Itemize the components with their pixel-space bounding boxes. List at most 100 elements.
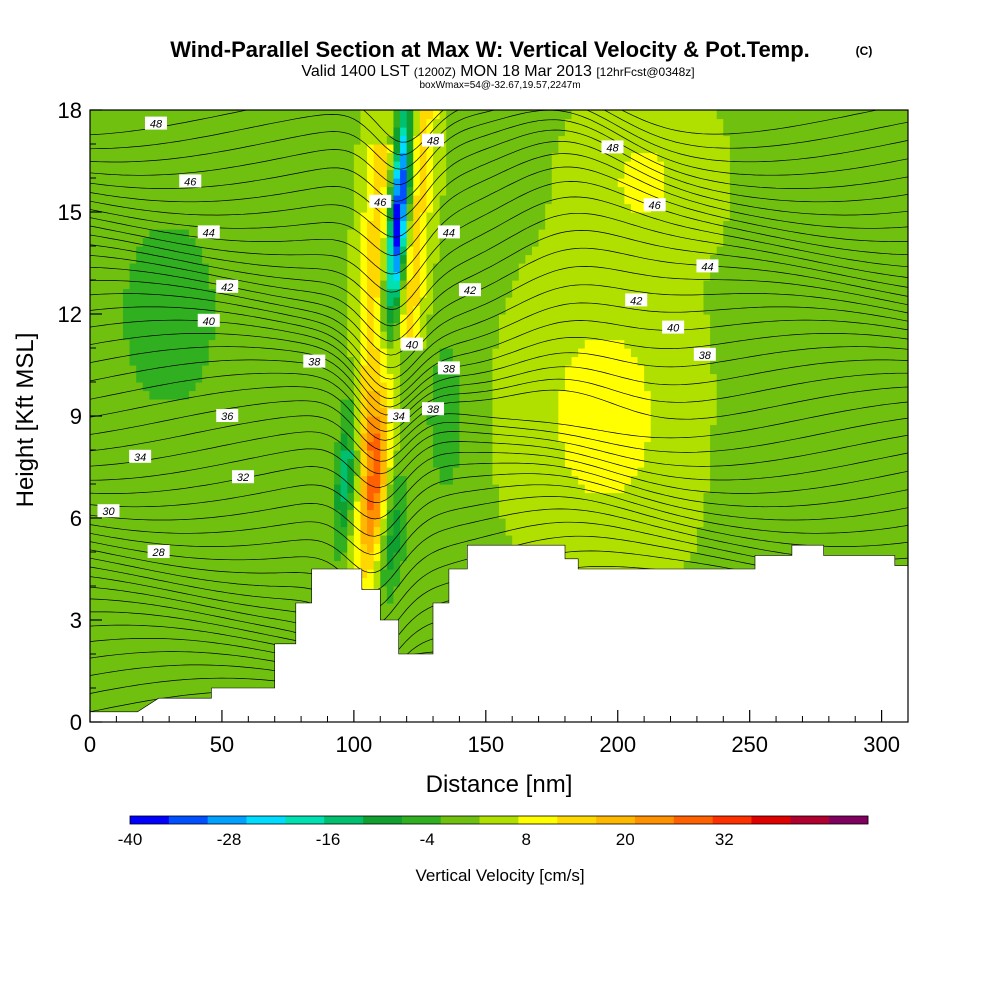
field-cell: [446, 152, 454, 162]
field-cell: [307, 526, 315, 536]
field-cell: [406, 603, 414, 613]
field-cell: [492, 203, 500, 213]
field-cell: [367, 229, 375, 239]
field-cell: [347, 526, 355, 536]
field-cell: [360, 382, 368, 392]
field-cell: [202, 467, 210, 477]
field-cell: [433, 382, 441, 392]
field-cell: [215, 399, 223, 409]
field-cell: [208, 679, 216, 689]
field-cell: [505, 509, 513, 519]
field-cell: [155, 603, 164, 613]
field-cell: [472, 263, 480, 273]
field-cell: [492, 135, 500, 145]
field-cell: [353, 220, 362, 230]
field-cell: [433, 458, 441, 468]
field-cell: [518, 297, 526, 307]
field-cell: [479, 161, 487, 171]
field-cell: [208, 475, 216, 485]
field-cell: [169, 161, 177, 171]
field-cell: [439, 467, 447, 477]
field-cell: [241, 348, 249, 358]
field-cell: [235, 552, 243, 562]
field-cell: [466, 237, 474, 247]
field-cell: [538, 373, 546, 383]
field-cell: [307, 203, 315, 213]
field-cell: [360, 178, 368, 188]
field-cell: [479, 424, 487, 434]
field-cell: [274, 390, 282, 400]
field-cell: [518, 331, 526, 341]
field-cell: [320, 314, 329, 324]
field-cell: [202, 331, 210, 341]
field-cell: [472, 416, 480, 426]
field-cell: [90, 416, 98, 426]
field-cell: [518, 322, 526, 332]
field-cell: [155, 560, 164, 570]
field-cell: [142, 135, 150, 145]
field-cell: [413, 237, 421, 247]
field-cell: [155, 356, 164, 366]
field-cell: [182, 441, 190, 451]
field-cell: [109, 560, 117, 570]
field-cell: [136, 390, 144, 400]
field-cell: [142, 637, 150, 647]
field-cell: [380, 441, 388, 451]
field-cell: [96, 433, 104, 443]
field-cell: [215, 339, 223, 349]
field-cell: [129, 586, 137, 596]
field-cell: [274, 331, 282, 341]
field-cell: [413, 356, 421, 366]
field-cell: [360, 475, 368, 485]
field-cell: [426, 390, 434, 400]
field-cell: [479, 314, 487, 324]
field-cell: [248, 654, 256, 664]
field-cell: [538, 450, 546, 460]
field-cell: [228, 577, 236, 587]
field-cell: [327, 297, 335, 307]
field-cell: [367, 220, 375, 230]
field-cell: [162, 144, 170, 154]
field-cell: [340, 356, 348, 366]
field-cell: [373, 331, 381, 341]
field-cell: [538, 356, 546, 366]
field-cell: [459, 407, 467, 417]
field-cell: [386, 501, 395, 511]
field-cell: [466, 518, 474, 528]
field-cell: [109, 705, 117, 715]
field-cell: [452, 178, 461, 188]
field-cell: [162, 458, 170, 468]
field-cell: [386, 441, 395, 451]
field-cell: [215, 552, 223, 562]
field-cell: [221, 671, 230, 681]
field-cell: [109, 475, 117, 485]
field-cell: [334, 356, 342, 366]
field-cell: [353, 526, 362, 536]
field-cell: [314, 467, 322, 477]
field-cell: [531, 305, 540, 315]
field-cell: [367, 314, 375, 324]
field-cell: [248, 458, 256, 468]
field-cell: [215, 645, 223, 655]
field-cell: [228, 458, 236, 468]
field-cell: [228, 603, 236, 613]
field-cell: [90, 169, 98, 179]
field-cell: [466, 331, 474, 341]
field-cell: [301, 271, 309, 281]
field-cell: [281, 390, 289, 400]
field-cell: [274, 492, 282, 502]
field-cell: [116, 467, 124, 477]
field-cell: [340, 348, 348, 358]
field-cell: [182, 654, 190, 664]
field-cell: [472, 212, 480, 222]
field-cell: [96, 696, 104, 706]
field-cell: [360, 433, 368, 443]
field-cell: [314, 390, 322, 400]
field-cell: [241, 594, 249, 604]
field-cell: [525, 220, 533, 230]
field-cell: [512, 484, 520, 494]
field-cell: [512, 118, 520, 128]
field-cell: [334, 390, 342, 400]
field-cell: [155, 458, 164, 468]
field-cell: [228, 552, 236, 562]
